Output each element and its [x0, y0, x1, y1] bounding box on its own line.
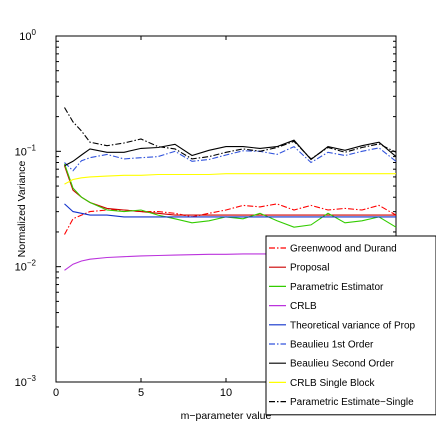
legend-label: CRLB: [290, 301, 317, 312]
y-tick-label: 100: [19, 28, 36, 43]
legend-label: Parametric Estimator: [290, 282, 384, 293]
legend-label: Theoretical variance of Prop: [290, 320, 416, 331]
legend-label: Beaulieu 1st Order: [290, 340, 374, 351]
series-line-7: [64, 139, 397, 167]
series-line-9: [64, 107, 397, 160]
x-tick-label: 5: [138, 387, 144, 399]
y-tick-label: 10−2: [15, 259, 37, 274]
legend-label: Proposal: [290, 263, 329, 274]
x-tick-label: 0: [53, 387, 59, 399]
legend-label: Beaulieu Second Order: [290, 359, 395, 370]
legend: Greenwood and Durand Proposal Parametric E…: [265, 235, 436, 416]
x-axis-label: m−parameter value: [181, 410, 272, 422]
series-line-2: [63, 165, 396, 216]
series-line-1: [64, 203, 397, 235]
series-group: [63, 107, 397, 271]
x-tick-label: 10: [220, 387, 232, 399]
legend-label: Greenwood and Durand: [290, 244, 397, 255]
series-line-3: [63, 163, 397, 228]
y-tick-label: 10−1: [15, 143, 37, 158]
series-line-6: [64, 145, 397, 172]
y-axis-label: Normalized Variance: [16, 161, 28, 258]
legend-label: Parametric Estimate−Single: [290, 397, 414, 408]
legend-box: [265, 235, 436, 416]
series-line-5: [64, 203, 396, 218]
y-tick-label: 10−3: [15, 374, 37, 389]
legend-label: CRLB Single Block: [290, 378, 375, 389]
series-line-8: [64, 173, 396, 185]
